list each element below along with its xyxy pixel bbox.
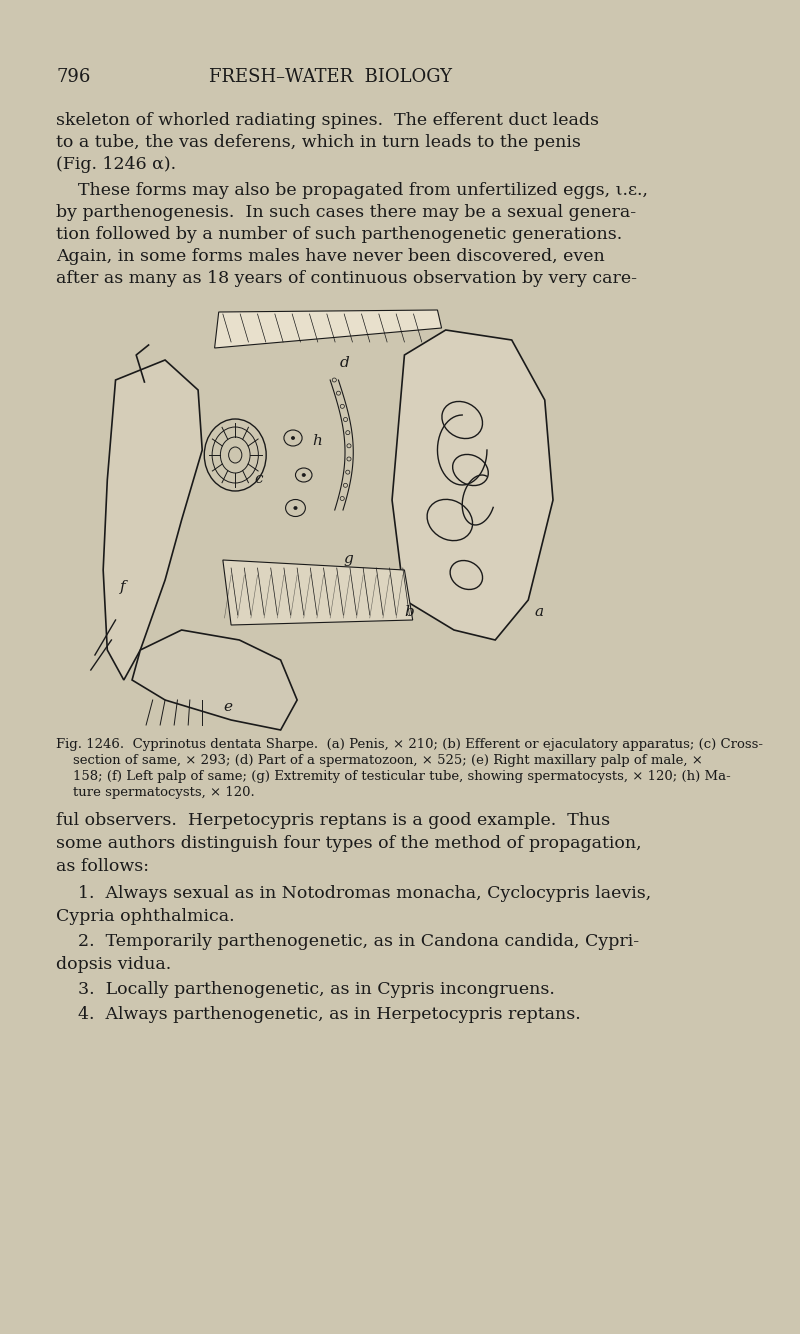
Text: ture spermatocysts, × 120.: ture spermatocysts, × 120. xyxy=(56,786,255,799)
Text: 796: 796 xyxy=(56,68,90,85)
Text: Cypria ophthalmica.: Cypria ophthalmica. xyxy=(56,908,234,924)
Text: by parthenogenesis.  In such cases there may be a sexual genera-: by parthenogenesis. In such cases there … xyxy=(56,204,636,221)
Text: tion followed by a number of such parthenogenetic generations.: tion followed by a number of such parthe… xyxy=(56,225,622,243)
PathPatch shape xyxy=(103,360,202,680)
Text: ful observers.  Herpetocypris reptans is a good example.  Thus: ful observers. Herpetocypris reptans is … xyxy=(56,812,610,828)
Text: These forms may also be propagated from unfertilized eggs, ι.ε.,: These forms may also be propagated from … xyxy=(56,181,648,199)
Text: skeleton of whorled radiating spines.  The efferent duct leads: skeleton of whorled radiating spines. Th… xyxy=(56,112,599,129)
FancyBboxPatch shape xyxy=(107,300,553,730)
Ellipse shape xyxy=(291,436,294,439)
Text: b: b xyxy=(405,606,414,619)
Text: after as many as 18 years of continuous observation by very care-: after as many as 18 years of continuous … xyxy=(56,269,637,287)
Text: 158; (f) Left palp of same; (g) Extremity of testicular tube, showing spermatocy: 158; (f) Left palp of same; (g) Extremit… xyxy=(56,770,731,783)
Text: 3.  Locally parthenogenetic, as in Cypris incongruens.: 3. Locally parthenogenetic, as in Cypris… xyxy=(56,980,555,998)
Text: section of same, × 293; (d) Part of a spermatozoon, × 525; (e) Right maxillary p: section of same, × 293; (d) Part of a sp… xyxy=(56,754,703,767)
Text: a: a xyxy=(535,606,544,619)
Text: c: c xyxy=(254,472,262,486)
Text: to a tube, the vas deferens, which in turn leads to the penis: to a tube, the vas deferens, which in tu… xyxy=(56,133,581,151)
PathPatch shape xyxy=(214,309,442,348)
Text: 2.  Temporarily parthenogenetic, as in Candona candida, Cypri-: 2. Temporarily parthenogenetic, as in Ca… xyxy=(56,932,639,950)
Text: as follows:: as follows: xyxy=(56,858,149,875)
PathPatch shape xyxy=(132,630,297,730)
Text: h: h xyxy=(312,434,322,448)
Ellipse shape xyxy=(302,474,306,476)
PathPatch shape xyxy=(223,560,413,626)
Text: Fig. 1246.  Cyprinotus dentata Sharpe.  (a) Penis, × 210; (b) Efferent or ejacul: Fig. 1246. Cyprinotus dentata Sharpe. (a… xyxy=(56,738,763,751)
Text: dopsis vidua.: dopsis vidua. xyxy=(56,956,171,972)
Text: 1.  Always sexual as in Notodromas monacha, Cyclocypris laevis,: 1. Always sexual as in Notodromas monach… xyxy=(56,884,651,902)
Text: Again, in some forms males have never been discovered, even: Again, in some forms males have never be… xyxy=(56,248,605,265)
PathPatch shape xyxy=(392,329,553,640)
Text: some authors distinguish four types of the method of propagation,: some authors distinguish four types of t… xyxy=(56,835,642,852)
Text: FRESH–WATER  BIOLOGY: FRESH–WATER BIOLOGY xyxy=(209,68,452,85)
Text: 4.  Always parthenogenetic, as in Herpetocypris reptans.: 4. Always parthenogenetic, as in Herpeto… xyxy=(56,1006,581,1023)
Text: (Fig. 1246 α).: (Fig. 1246 α). xyxy=(56,156,176,173)
Text: g: g xyxy=(343,552,353,566)
Text: e: e xyxy=(223,700,232,714)
Text: d: d xyxy=(339,356,349,370)
Ellipse shape xyxy=(294,507,297,510)
Text: f: f xyxy=(120,580,126,594)
